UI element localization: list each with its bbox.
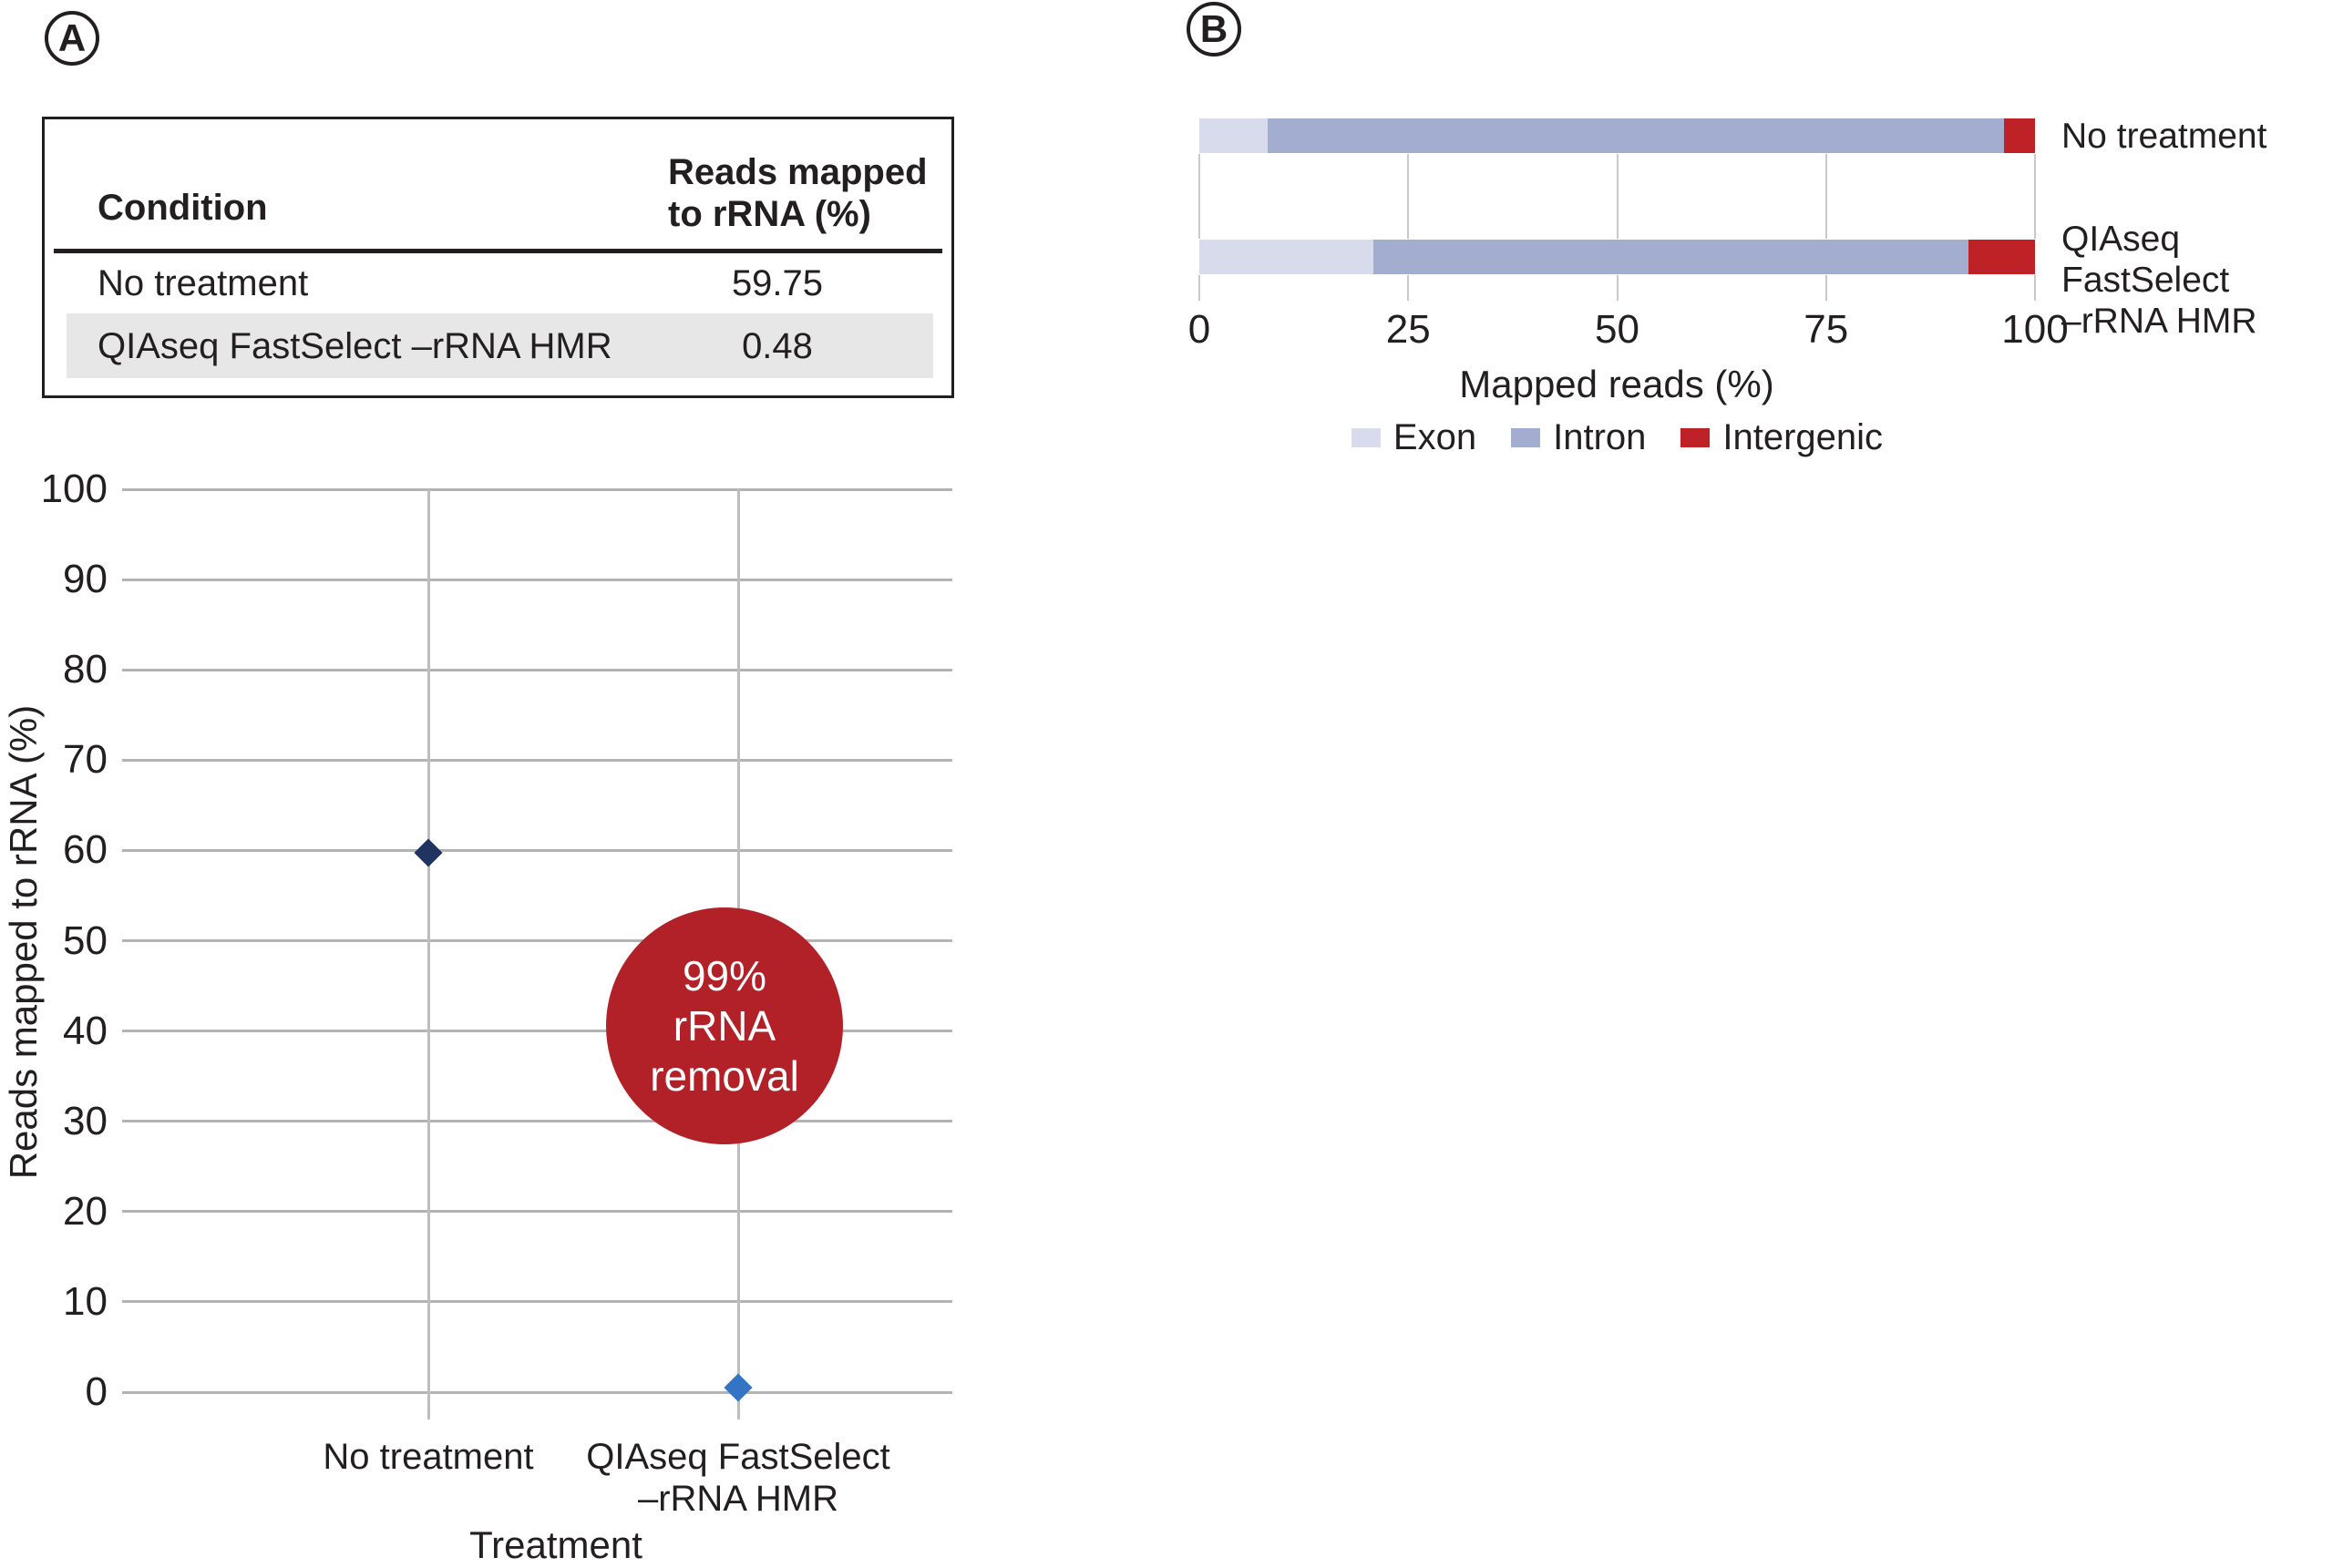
b-gridline: [1407, 154, 1410, 239]
b-gridline: [1198, 154, 1200, 239]
b-axis-tick-label: 75: [1804, 307, 1849, 352]
y-gridline: [122, 1120, 952, 1123]
y-gridline: [122, 487, 952, 491]
panel-a-letter: A: [57, 16, 87, 59]
bar-segment-exon: [1199, 240, 1373, 274]
b-axis-tick: [2034, 275, 2036, 301]
legend-label: Intergenic: [1722, 417, 1884, 457]
y-axis-tick-label: 40: [63, 1008, 108, 1053]
panel-a-label: A: [45, 11, 99, 66]
legend-label: Intron: [1553, 417, 1647, 457]
b-axis-tick: [1824, 275, 1827, 301]
y-gridline: [122, 758, 952, 762]
b-axis-title: Mapped reads (%): [1459, 363, 1774, 405]
b-axis-tick: [1407, 275, 1410, 301]
table-header-condition: Condition: [98, 188, 268, 228]
panel-b-label: B: [1187, 2, 1241, 56]
legend-swatch-exon: [1351, 428, 1381, 447]
y-gridline: [122, 578, 952, 581]
y-gridline: [122, 1030, 952, 1033]
b-axis-tick-label: 100: [2001, 307, 2069, 352]
legend-swatch-intergenic: [1680, 428, 1711, 447]
b-gridline: [1824, 154, 1827, 239]
bar-segment-exon: [1199, 118, 1269, 153]
y-axis-tick-label: 30: [63, 1098, 108, 1143]
stacked-bar: [1199, 118, 2035, 153]
y-axis-tick-label: 100: [40, 466, 108, 511]
y-axis-tick-label: 0: [85, 1369, 108, 1414]
x-axis-category-label: QIAseq FastSelect –rRNA HMR: [586, 1437, 890, 1519]
stacked-bar: [1199, 240, 2035, 274]
legend-item-intergenic: Intergenic: [1680, 417, 1883, 458]
bar-segment-intergenic: [1968, 240, 2035, 274]
data-point-diamond: [414, 838, 443, 867]
y-gridline: [122, 668, 952, 671]
y-gridline: [122, 1390, 952, 1394]
legend-swatch-intron: [1511, 428, 1541, 447]
b-axis-tick: [1198, 275, 1200, 301]
b-axis-tick-label: 50: [1595, 307, 1639, 352]
y-gridline: [122, 1210, 952, 1214]
y-gridline: [122, 848, 952, 852]
y-gridline: [122, 1300, 952, 1304]
b-axis-tick-label: 25: [1385, 307, 1431, 352]
highlighted-row-band: [67, 313, 933, 378]
table-row-condition: QIAseq FastSelect –rRNA HMR: [98, 326, 612, 366]
y-axis-tick-label: 20: [63, 1188, 108, 1234]
y-axis-tick-label: 80: [63, 647, 108, 692]
x-axis-category-label: No treatment: [323, 1437, 534, 1477]
b-axis-tick: [1616, 275, 1619, 301]
y-axis-tick-label: 90: [63, 557, 108, 602]
table-header-reads-mapped: Reads mapped to rRNA (%): [668, 152, 928, 234]
y-gridline: [122, 939, 952, 942]
b-gridline: [1616, 154, 1619, 239]
table-row-condition: No treatment: [98, 263, 309, 303]
summary-table: Condition Reads mapped to rRNA (%) No tr…: [42, 117, 954, 398]
y-axis-tick-label: 60: [63, 827, 108, 873]
table-row-value: 0.48: [742, 326, 813, 366]
bar-segment-intron: [1268, 118, 2005, 153]
bar-segment-intron: [1372, 240, 1968, 274]
rrna-removal-annotation-text: 99% rRNA removal: [650, 951, 799, 1100]
bar-category-label: No treatment: [2061, 117, 2267, 156]
y-axis-tick-label: 10: [63, 1278, 108, 1324]
bar-category-label: QIAseq FastSelect –rRNA HMR: [2061, 220, 2257, 341]
bar-segment-intergenic: [2004, 118, 2035, 153]
y-axis-tick-label: 50: [63, 917, 108, 963]
legend-item-intron: Intron: [1511, 417, 1646, 458]
legend-label: Exon: [1393, 417, 1477, 457]
table-row-value: 59.75: [731, 263, 824, 303]
legend: Exon Intron Intergenic: [1199, 417, 2035, 458]
rrna-removal-annotation: 99% rRNA removal: [606, 907, 843, 1144]
legend-item-exon: Exon: [1351, 417, 1476, 458]
x-axis-title: Treatment: [469, 1523, 642, 1566]
data-point-diamond: [724, 1373, 753, 1402]
y-axis-tick-label: 70: [63, 737, 108, 783]
b-gridline: [2034, 154, 2036, 239]
table-header-separator: [54, 249, 942, 253]
category-gridline: [427, 489, 430, 1419]
b-axis-tick-label: 0: [1187, 307, 1211, 352]
panel-b-letter: B: [1199, 7, 1228, 50]
